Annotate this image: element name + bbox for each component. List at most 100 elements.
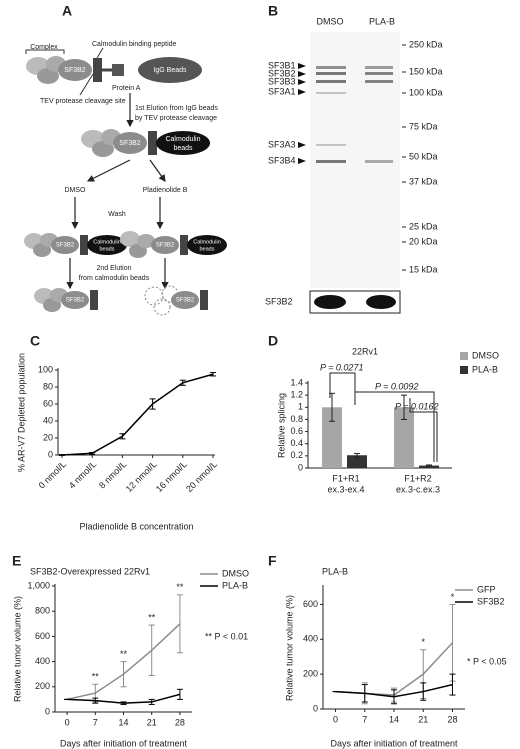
western-band [366,295,396,309]
protein-label: SF3B2 [64,67,86,74]
y-tick-label: 1 [298,402,303,412]
x-tick-label: 14 [118,717,128,727]
x-tick-label: 12 nmol/L [124,459,159,494]
beads-label: Calmodulin [165,136,200,143]
beads-label: beads [173,145,193,152]
band-arrows [298,63,306,164]
marker-label: 15 kDa [409,264,438,274]
eluate-plab: SF3B2 [144,285,208,316]
beads-label: beads [100,246,115,252]
legend-label: PLA-B [472,364,498,374]
legend-swatch [460,352,468,360]
protein-a-label: Protein A [112,85,141,92]
band-label: SF3A3 [268,139,296,149]
significance-label: ** [176,582,184,592]
y-axis-label: % AR-V7 Depleted population [16,353,26,472]
x-tick-label: F1+R1 [332,473,359,483]
western-band [314,295,346,309]
x-tick-label: 28 [447,714,457,724]
band-label: SF3B2 [268,68,296,78]
series-line [61,373,214,456]
panel-label: B [268,3,278,19]
x-tick-label: F1+R2 [404,473,431,483]
y-tick-label: 0.2 [290,450,303,460]
bar [394,407,414,468]
y-tick-label: 60 [43,398,53,408]
significance-bracket [409,398,438,462]
protein-label: SF3B2 [56,243,75,249]
step-label: from calmodulin beads [79,275,150,282]
x-tick-label: 21 [147,717,157,727]
beads-label: IgG Beads [153,67,187,74]
significance-label: * [421,637,425,647]
y-tick-label: 0 [48,449,53,459]
y-tick-label: 0.8 [290,414,303,424]
x-axis-label: Days after initiation of treatment [60,738,188,748]
protein-label: SF3B2 [119,140,141,147]
tev-label: TEV protease cleavage site [40,98,126,105]
significance-label: ** [120,649,128,659]
complex-label: Complex [30,44,58,51]
beads-label: Calmodulin [193,239,221,245]
y-tick-label: 1,000 [27,580,50,590]
lane-label: DMSO [317,16,344,26]
marker-label: 75 kDa [409,121,438,131]
x-tick-label: 0 [65,717,70,727]
band-label: SF3A1 [268,86,296,96]
note: ** P < 0.01 [205,631,248,641]
x-tick-label: 16 nmol/L [154,459,189,494]
panel-b: B DMSO PLA-B 250 kDa 150 kDa 100 kDa 75 … [265,3,443,314]
y-axis-label: Relative splicing [276,393,286,458]
peptide-label: Calmodulin binding peptide [92,41,177,48]
bar [322,407,342,468]
bar [419,465,439,468]
x-tick-label: 7 [362,714,367,724]
marker-label: 25 kDa [409,221,438,231]
complex-dmso: SF3B2 Calmodulin beads [24,233,127,257]
x-tick-sublabel: ex.3-c.ex.3 [396,484,440,494]
note: * P < 0.05 [467,656,507,666]
marker-label: 250 kDa [409,39,443,49]
significance-bracket [329,372,356,405]
panel-label: C [30,333,40,349]
marker-label: 37 kDa [409,176,438,186]
x-tick-label: 0 nmol/L [37,459,68,490]
lane-label: PLA-B [369,16,395,26]
protein-label: SF3B2 [66,298,85,304]
panel-a: A SF3B2 IgG Beads Complex Calmodulin bin… [24,3,227,316]
x-axis-label: Pladienolide B concentration [79,521,193,531]
x-tick-label: 4 nmol/L [67,459,98,490]
y-tick-label: 600 [35,631,50,641]
y-tick-label: 0.6 [290,426,303,436]
bar [347,455,367,468]
condition-label: DMSO [65,187,87,194]
significance-label: ** [92,672,100,682]
x-tick-sublabel: ex.3-ex.4 [327,484,364,494]
condition-label: Pladienolide B [143,187,188,194]
chart-title: 22Rv1 [352,346,378,356]
step-label: 1st Elution from IgG beads [135,105,218,112]
x-axis-label: Days after initiation of treatment [330,738,458,748]
y-axis-label: Relative tumor volume (%) [284,595,294,701]
y-tick-label: 100 [38,364,53,374]
y-axis-label: Relative tumor volume (%) [12,596,22,702]
protein-label: SF3B2 [176,298,195,304]
y-tick-label: 0 [45,706,50,716]
wash-label: Wash [108,211,126,218]
panel-label: A [62,3,72,19]
beads-label: Calmodulin [93,239,121,245]
y-tick-label: 800 [35,606,50,616]
eluate-dmso: SF3B2 [34,288,98,312]
band-label: SF3B4 [268,155,296,165]
band-label: SF3B1 [268,60,296,70]
y-tick-label: 400 [35,656,50,666]
legend-label: PLA-B [222,580,248,590]
panel-label: D [268,333,278,349]
marker-label: 150 kDa [409,66,443,76]
complex-plab: SF3B2 Calmodulin beads [120,231,227,258]
y-tick-label: 200 [303,669,318,679]
y-tick-label: 0.4 [290,438,303,448]
y-tick-label: 0 [313,703,318,713]
annotation: P = 0.0271 [320,362,363,372]
